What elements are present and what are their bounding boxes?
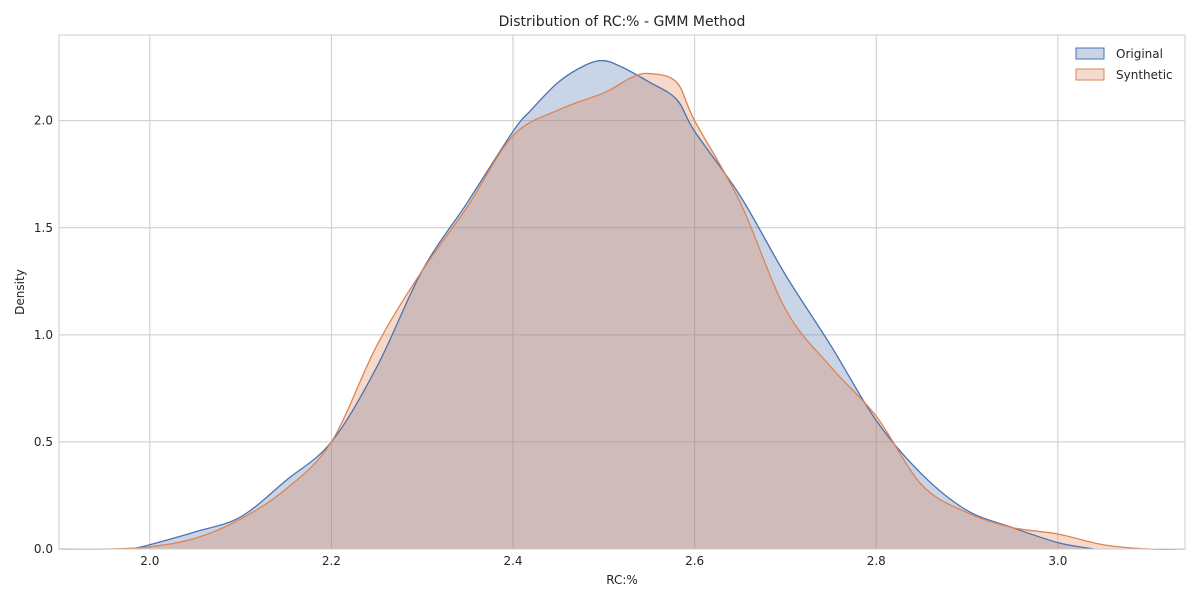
series-area-synthetic bbox=[59, 73, 1185, 550]
y-tick-label: 0.0 bbox=[34, 542, 53, 556]
x-tick-label: 2.0 bbox=[140, 554, 159, 568]
chart-title: Distribution of RC:% - GMM Method bbox=[499, 14, 746, 30]
legend-label-synthetic: Synthetic bbox=[1116, 68, 1173, 82]
x-axis-label: RC:% bbox=[606, 573, 638, 587]
y-tick-labels: 0.0 0.5 1.0 1.5 2.0 bbox=[34, 114, 53, 556]
x-tick-label: 2.8 bbox=[867, 554, 886, 568]
y-tick-label: 0.5 bbox=[34, 435, 53, 449]
line-layer bbox=[58, 59, 1186, 550]
series-line-synthetic bbox=[58, 72, 1186, 550]
legend: Original Synthetic bbox=[1075, 47, 1173, 82]
series-area-original bbox=[131, 60, 1095, 549]
y-tick-label: 1.0 bbox=[34, 328, 53, 342]
x-tick-label: 2.4 bbox=[503, 554, 522, 568]
y-axis-label: Density bbox=[13, 269, 27, 315]
x-tick-labels: 2.0 2.2 2.4 2.6 2.8 3.0 bbox=[140, 554, 1067, 568]
y-tick-label: 1.5 bbox=[34, 221, 53, 235]
legend-swatch-synthetic bbox=[1075, 68, 1105, 81]
plot-frame bbox=[58, 34, 1186, 550]
x-tick-label: 2.2 bbox=[322, 554, 341, 568]
x-tick-label: 2.6 bbox=[685, 554, 704, 568]
x-tick-label: 3.0 bbox=[1048, 554, 1067, 568]
y-tick-label: 2.0 bbox=[34, 114, 53, 128]
legend-swatch-original bbox=[1075, 47, 1105, 60]
area-layer bbox=[59, 60, 1185, 550]
legend-label-original: Original bbox=[1116, 47, 1163, 61]
